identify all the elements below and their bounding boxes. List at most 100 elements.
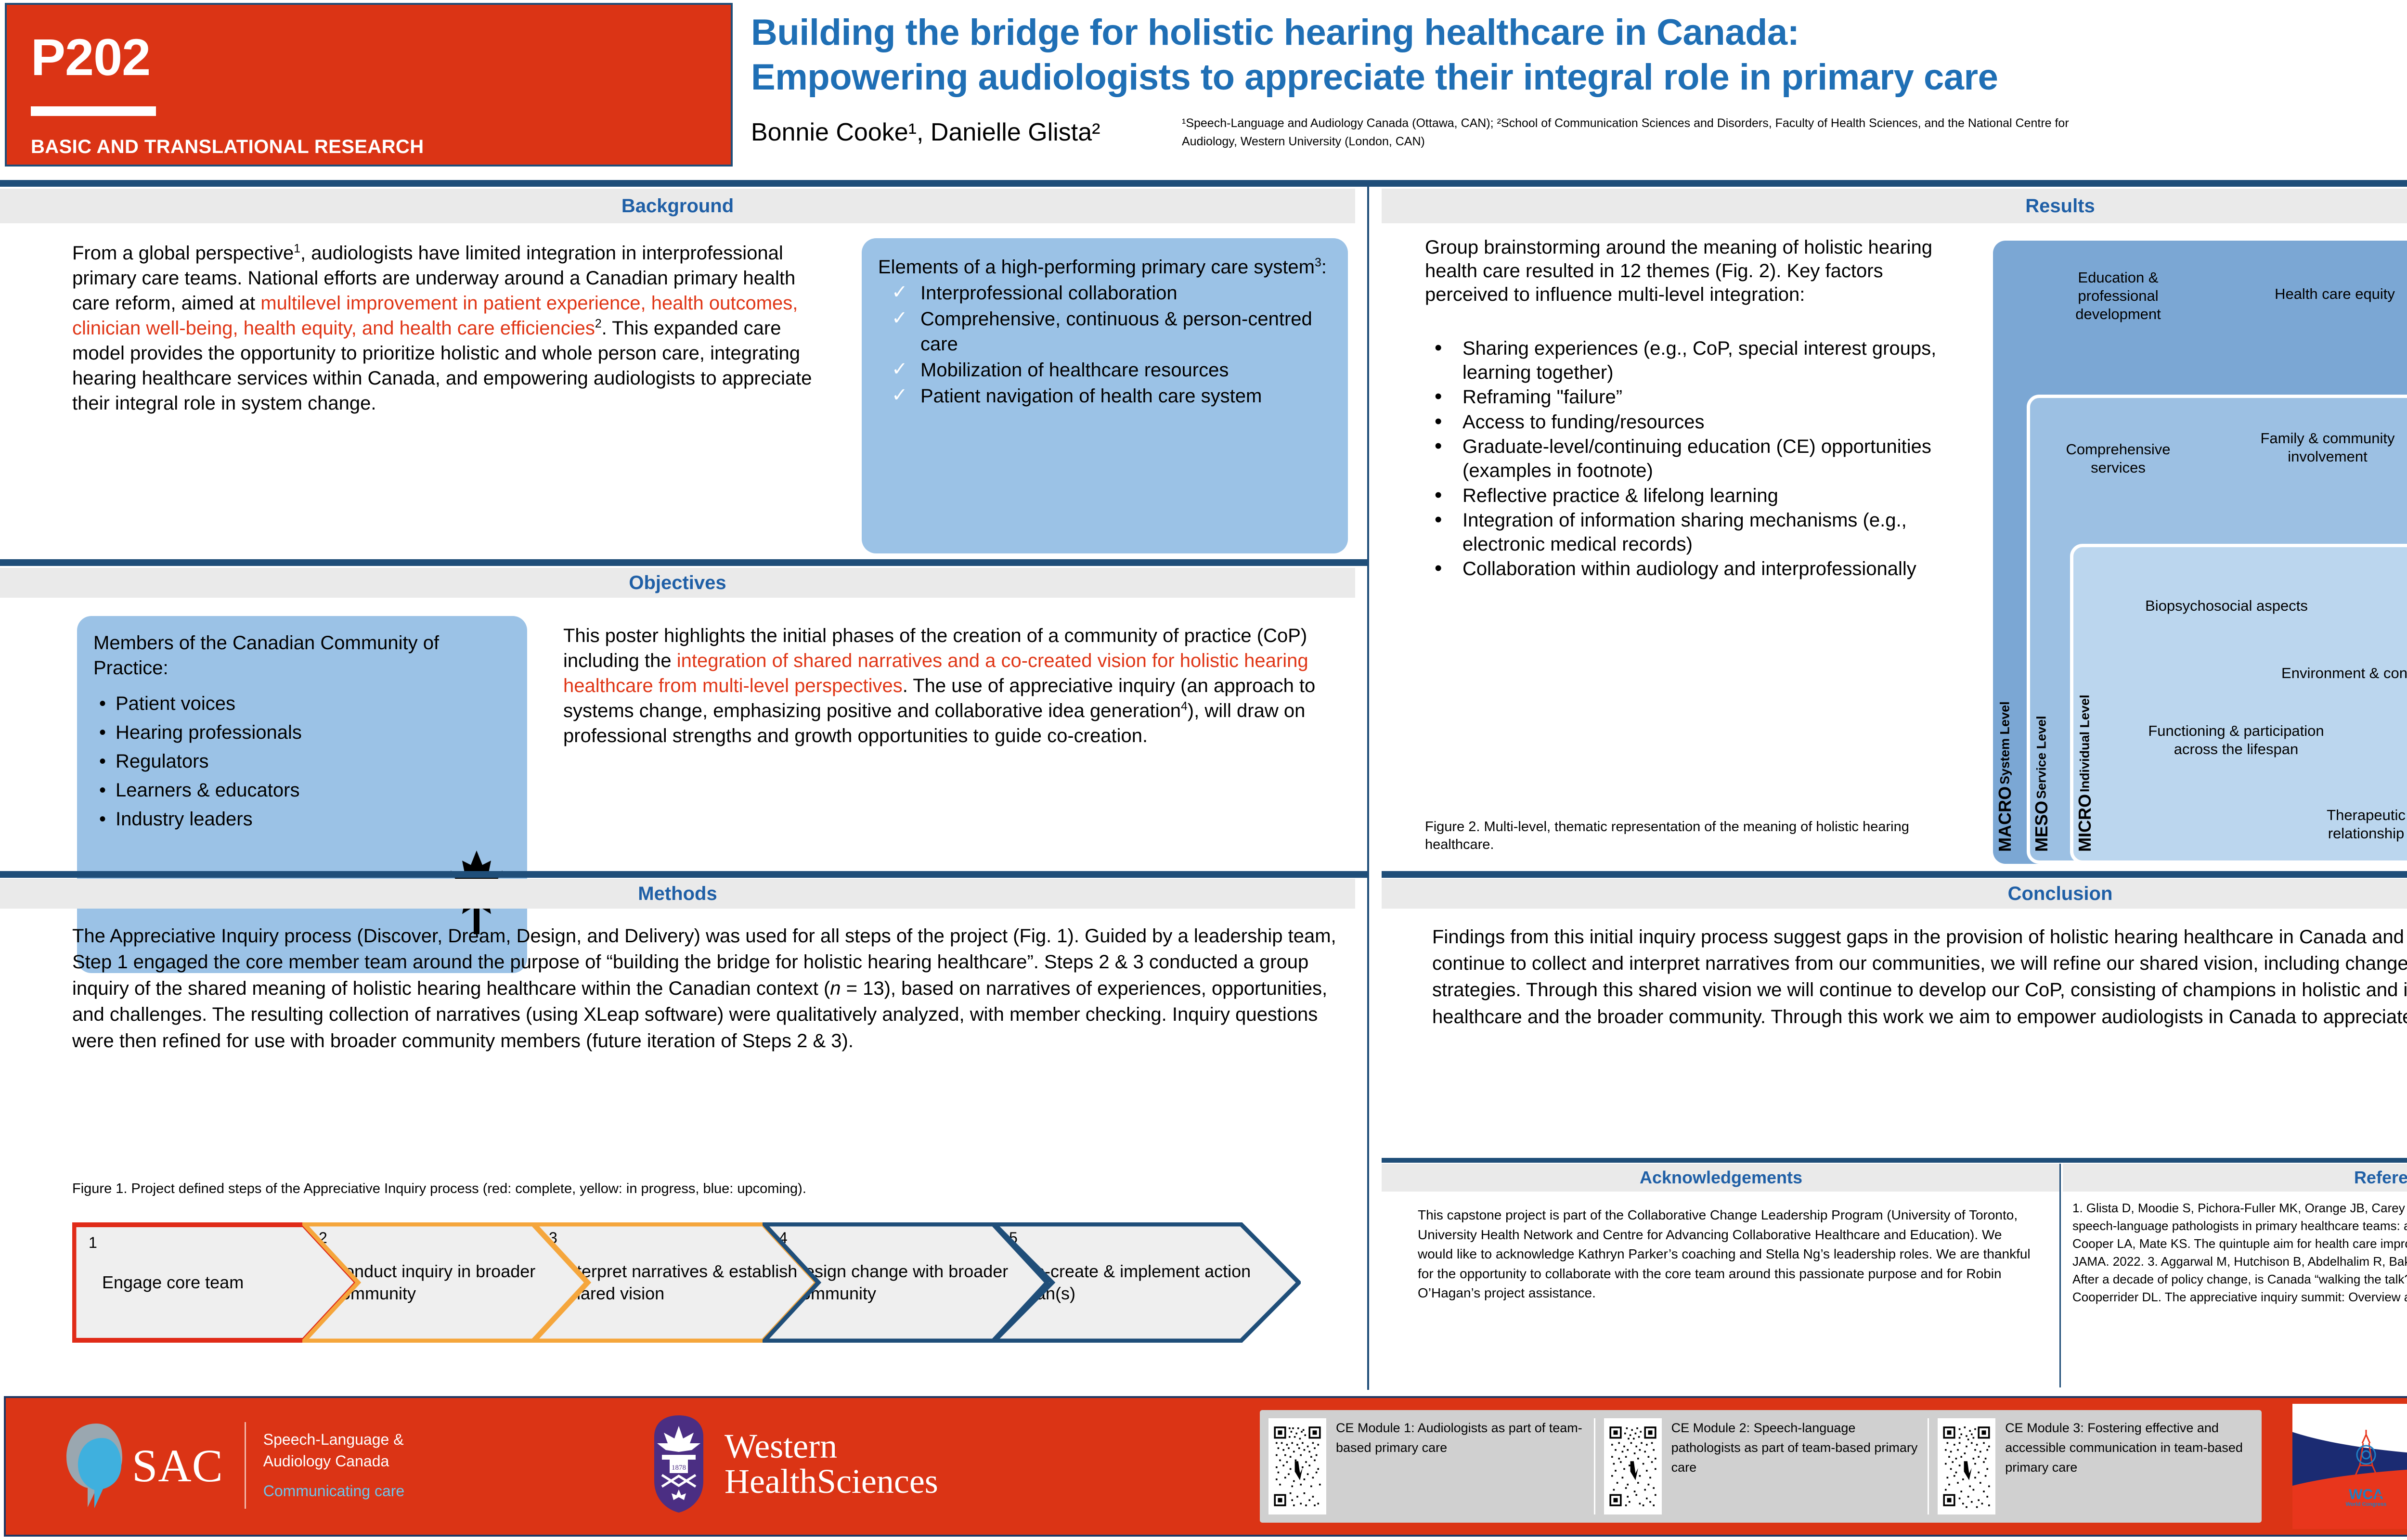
figure-2-multilevel-diagram: MACRO System Level MESO Service Level MI… [1993,241,2407,871]
svg-text:of Audiology: of Audiology [2350,1507,2383,1513]
bullet-icon: • [99,808,106,830]
methods-top-rule [0,871,1367,878]
high-performing-elements-box: Elements of a high-performing primary ca… [862,238,1348,553]
acknowledgements-top-rule [1382,1158,2407,1163]
objectives-highlight: integration of shared narratives and a c… [563,650,1308,696]
affiliations: ¹Speech-Language and Audiology Canada (O… [1182,116,2069,148]
results-bullet-list: • Sharing experiences (e.g., CoP, special… [1431,336,1980,582]
background-text-a: From a global perspective [72,243,294,264]
figure-1-caption: Figure 1. Project defined steps of the A… [72,1181,806,1196]
western-line-2: HealthSciences [725,1462,938,1501]
poster-category: BASIC AND TRANSLATIONAL RESEARCH [31,136,424,157]
bullet-icon: • [99,693,106,714]
sac-line-2: Audiology Canada [263,1452,389,1470]
section-header-references: References [2063,1164,2407,1192]
background-text-b: , audiologists have limited integration … [72,243,796,314]
ce-module-2[interactable]: CE Module 2: Speech-language pathologist… [1593,1418,1928,1514]
theme-biopsychosocial-aspects: Biopsychosocial aspects [2145,597,2308,614]
svg-text:1878: 1878 [672,1464,686,1472]
elements-checklist: ✓ Interprofessional collaboration ✓ Compre… [878,281,1332,409]
bullet-icon: • [1435,385,1442,409]
ce-module-3[interactable]: CE Module 3: Fostering effective and acc… [1928,1418,2262,1514]
qr-code-ce-module-3[interactable] [1938,1418,1996,1514]
objectives-top-rule [0,559,1367,566]
qr-code-ce-module-1[interactable] [1268,1418,1326,1514]
list-item: • Learners & educators [93,776,514,805]
acknowledgements-paragraph: This capstone project is part of the Col… [1418,1207,2031,1301]
conference-banner: 36th WCA World Congress of Audiology 19›… [2292,1404,2407,1529]
list-item: • Patient voices [93,689,514,718]
svg-text:World Congress: World Congress [2346,1502,2387,1507]
section-header-acknowledgements: Acknowledgements [1382,1164,2060,1192]
theme-environment-context: Environment & context [2281,665,2407,681]
methods-text-b: = 13), based on narratives of experience… [72,977,1328,1052]
bullet-icon: • [1435,336,1442,359]
cop-members-box: Members of the Canadian Community of Pra… [77,616,527,973]
title-line-1: Building the bridge for holistic hearing… [751,12,1799,53]
ce-module-1-label: CE Module 1: Audiologists as part of tea… [1336,1421,1582,1455]
bullet-icon: • [1435,556,1442,580]
sac-divider [244,1422,246,1509]
ce-modules-panel: CE Module 1: Audiologists as part of tea… [1256,1407,2265,1526]
section-header-results: Results [1382,189,2407,223]
section-header-methods: Methods [0,879,1355,909]
list-item: ✓ Comprehensive, continuous & person-cent… [878,307,1332,357]
theme-communication-self-advocacy: Communication & self-advocacy [2397,597,2407,633]
list-item: • Regulators [93,747,514,776]
list-item: ✓ Patient navigation of health care syste… [878,384,1332,409]
results-intro: Group brainstorming around the meaning o… [1425,237,1932,305]
check-icon: ✓ [892,308,908,329]
western-logo: 1878 Western HealthSciences [647,1413,938,1514]
sac-line-1: Speech-Language & [263,1430,404,1448]
background-text-c: . This expanded care model provides the … [72,318,812,414]
western-university-crest-icon: 1878 [654,1415,703,1513]
theme-comprehensive-services: Comprehensive services [2066,441,2171,476]
section-header-conclusion: Conclusion [1382,879,2407,909]
theme-family-community-involvement: Family & community involvement [2260,430,2395,465]
list-item: • Sharing experiences (e.g., CoP, special… [1435,336,1937,383]
methods-paragraph: The Appreciative Inquiry process (Discov… [72,923,1353,1054]
list-item: • Collaboration within audiology and inte… [1431,556,1980,581]
figure-1-process-chevrons: 1 Engage core team 2 Conduct inquiry in … [72,1222,1362,1352]
qr-code-ce-module-2[interactable] [1604,1418,1662,1514]
micro-level-label: MICRO Individual Level [2075,694,2095,852]
western-line-1: Western [725,1426,838,1465]
step-label: Engage core team [102,1272,244,1292]
background-highlight: multilevel improvement in patient experi… [72,293,798,339]
section-header-background: Background [0,189,1355,223]
objectives-text-c: ), will draw on professional strengths a… [563,700,1306,746]
macro-level-label: MACRO System Level [1995,701,2015,852]
page-title: Building the bridge for holistic hearing… [751,11,2407,100]
ce-module-1[interactable]: CE Module 1: Audiologists as part of tea… [1260,1418,1594,1514]
conclusion-top-rule [1382,871,2407,878]
list-item: • Hearing professionals [93,718,514,747]
list-item: ✓ Mobilization of healthcare resources [878,358,1332,383]
theme-education-professional-development: Education & professional development [2075,269,2161,322]
ce-module-2-label: CE Module 2: Speech-language pathologist… [1671,1421,1918,1475]
poster-code: P202 [31,28,151,86]
objectives-superscript: 4 [1181,700,1188,713]
bullet-icon: • [1435,409,1442,433]
micro-level-box [2070,544,2407,864]
step-number: 1 [89,1234,97,1251]
objectives-text-a: This poster highlights the initial phase… [563,625,1307,671]
poster-header: P202 BASIC AND TRANSLATIONAL RESEARCH Bu… [0,0,2407,178]
author-list: Bonnie Cooke¹, Danielle Glista² [751,118,1100,146]
poster-footer: SAC Speech-Language & Audiology Canada C… [0,1393,2407,1540]
section-header-objectives: Objectives [0,568,1355,598]
western-name-block: Western HealthSciences [725,1426,938,1501]
objectives-text-b: . The use of appreciative inquiry (an ap… [563,675,1316,721]
background-superscript-2: 2 [595,317,602,331]
background-superscript-1: 1 [294,242,301,256]
bullet-icon: • [99,722,106,743]
bullet-icon: • [1435,483,1442,507]
sac-logo: SAC Speech-Language & Audiology Canada C… [63,1420,404,1511]
elements-box-title: Elements of a high-performing primary ca… [878,256,1327,278]
list-item: • Access to funding/resources [1431,409,1980,435]
methods-n-symbol: n [830,977,841,999]
bullet-icon: • [1435,508,1442,532]
ce-module-3-label: CE Module 3: Fostering effective and acc… [2005,1421,2243,1475]
figure-2-caption: Figure 2. Multi-level, thematic represen… [1425,819,1909,852]
list-item: • Reframing "failure” [1431,385,1980,410]
header-bottom-rule [0,180,2407,187]
